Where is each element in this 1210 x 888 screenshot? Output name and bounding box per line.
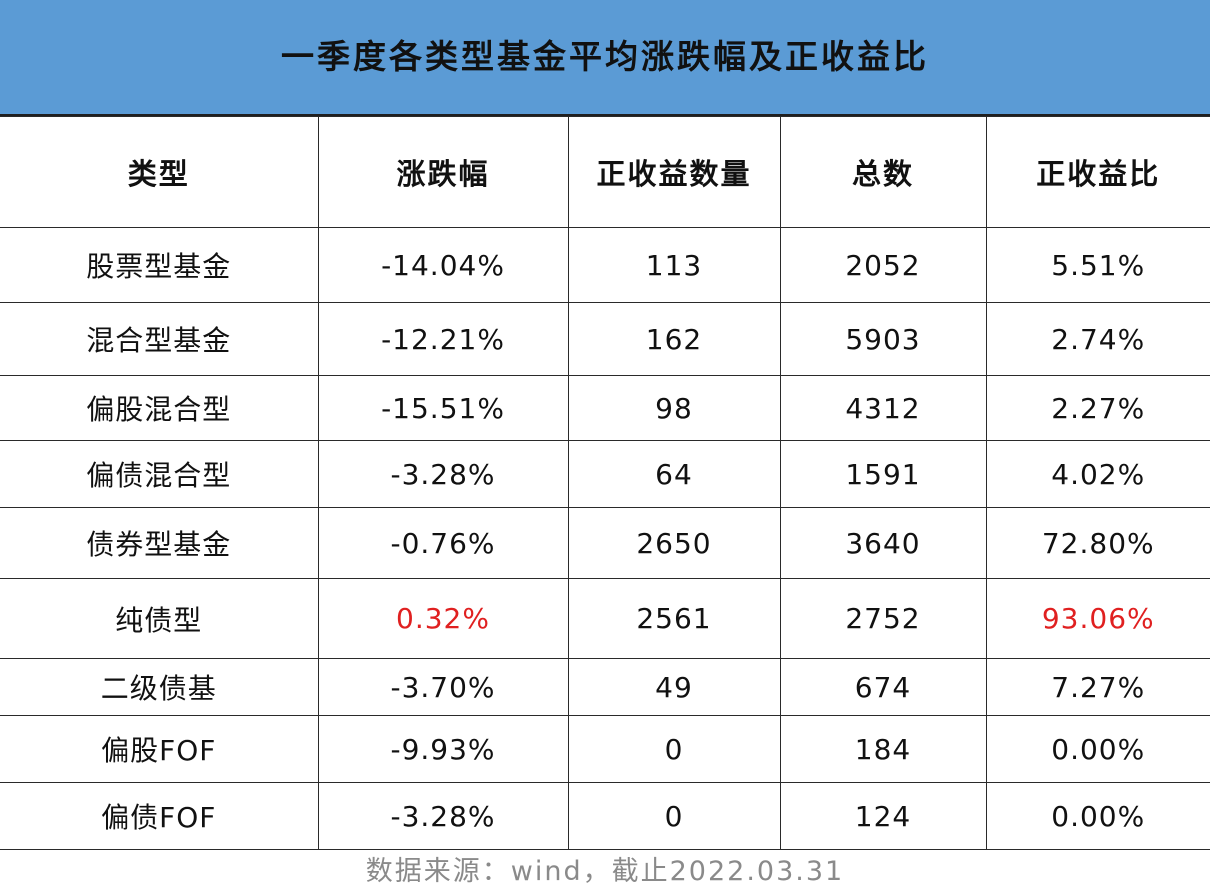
cell-type: 偏债FOF: [0, 782, 319, 850]
table-title: 一季度各类型基金平均涨跌幅及正收益比: [281, 37, 929, 76]
cell-total: 2052: [779, 227, 987, 303]
header-row: 类型 涨跌幅 正收益数量 总数 正收益比: [0, 116, 1210, 228]
cell-type: 偏股混合型: [0, 375, 319, 441]
cell-positive-count: 64: [567, 440, 781, 508]
cell-change: -3.28%: [317, 440, 569, 508]
cell-positive-ratio: 0.00%: [985, 715, 1210, 783]
cell-type: 偏债混合型: [0, 440, 319, 508]
cell-positive-ratio: 5.51%: [985, 227, 1210, 303]
cell-change: -9.93%: [317, 715, 569, 783]
cell-total: 124: [779, 782, 987, 850]
cell-positive-ratio: 2.74%: [985, 302, 1210, 376]
title-bar: 一季度各类型基金平均涨跌幅及正收益比: [0, 0, 1210, 116]
cell-total: 3640: [779, 507, 987, 579]
table-row: 二级债基 -3.70% 49 674 7.27%: [0, 658, 1210, 716]
cell-type: 二级债基: [0, 658, 319, 716]
fund-table: 类型 涨跌幅 正收益数量 总数 正收益比 股票型基金 -14.04% 113 2…: [0, 116, 1210, 850]
column-header-positive-count: 正收益数量: [567, 116, 781, 228]
cell-change: -15.51%: [317, 375, 569, 441]
cell-type: 股票型基金: [0, 227, 319, 303]
table-row: 偏股FOF -9.93% 0 184 0.00%: [0, 715, 1210, 783]
table-row: 股票型基金 -14.04% 113 2052 5.51%: [0, 227, 1210, 303]
cell-positive-count: 162: [567, 302, 781, 376]
cell-total: 1591: [779, 440, 987, 508]
column-header-total: 总数: [779, 116, 987, 228]
cell-type: 纯债型: [0, 578, 319, 659]
cell-change: -0.76%: [317, 507, 569, 579]
cell-positive-ratio: 2.27%: [985, 375, 1210, 441]
cell-positive-count: 98: [567, 375, 781, 441]
column-header-positive-ratio: 正收益比: [985, 116, 1210, 228]
table-row-highlighted: 纯债型 0.32% 2561 2752 93.06%: [0, 578, 1210, 659]
cell-positive-count: 113: [567, 227, 781, 303]
source-note: 数据来源：wind，截止2022.03.31: [365, 856, 845, 887]
cell-positive-ratio: 4.02%: [985, 440, 1210, 508]
cell-positive-count: 49: [567, 658, 781, 716]
cell-positive-ratio: 7.27%: [985, 658, 1210, 716]
cell-positive-ratio: 72.80%: [985, 507, 1210, 579]
cell-positive-count: 2650: [567, 507, 781, 579]
cell-total: 5903: [779, 302, 987, 376]
cell-change-highlight: 0.32%: [317, 578, 569, 659]
cell-positive-ratio-highlight: 93.06%: [985, 578, 1210, 659]
cell-positive-count: 0: [567, 715, 781, 783]
table-row: 债券型基金 -0.76% 2650 3640 72.80%: [0, 507, 1210, 579]
table-row: 偏股混合型 -15.51% 98 4312 2.27%: [0, 375, 1210, 441]
column-header-type: 类型: [0, 116, 319, 228]
cell-positive-count: 2561: [567, 578, 781, 659]
table-row: 混合型基金 -12.21% 162 5903 2.74%: [0, 302, 1210, 376]
cell-total: 674: [779, 658, 987, 716]
table-row: 偏债混合型 -3.28% 64 1591 4.02%: [0, 440, 1210, 508]
cell-type: 债券型基金: [0, 507, 319, 579]
column-header-change: 涨跌幅: [317, 116, 569, 228]
cell-total: 4312: [779, 375, 987, 441]
cell-positive-count: 0: [567, 782, 781, 850]
cell-type: 偏股FOF: [0, 715, 319, 783]
cell-change: -14.04%: [317, 227, 569, 303]
cell-change: -3.28%: [317, 782, 569, 850]
cell-type: 混合型基金: [0, 302, 319, 376]
cell-positive-ratio: 0.00%: [985, 782, 1210, 850]
cell-total: 2752: [779, 578, 987, 659]
cell-change: -12.21%: [317, 302, 569, 376]
cell-total: 184: [779, 715, 987, 783]
table-row: 偏债FOF -3.28% 0 124 0.00%: [0, 782, 1210, 850]
cell-change: -3.70%: [317, 658, 569, 716]
